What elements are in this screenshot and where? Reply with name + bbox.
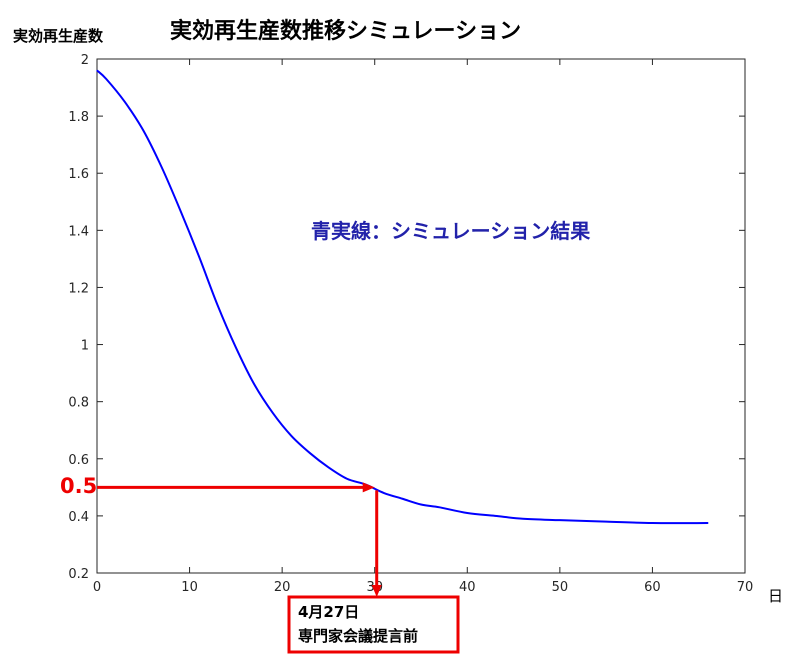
data-point: [309, 452, 311, 454]
x-tick-label: 40: [459, 580, 476, 595]
chart-title: 実効再生産数推移シミュレーション: [170, 18, 521, 44]
data-point: [420, 503, 422, 506]
data-point: [105, 78, 107, 80]
data-point: [522, 518, 524, 520]
y-tick-label: 1.8: [68, 110, 89, 125]
y-tick-label: 1.2: [68, 281, 89, 296]
marker-vertical-arrowhead: [371, 585, 382, 597]
data-point: [438, 506, 441, 508]
y-tick-label: 0.2: [68, 567, 89, 582]
marker-annotation: 0.5: [60, 474, 382, 597]
data-point: [383, 492, 385, 494]
y-tick-label: 0.8: [68, 396, 89, 411]
data-point: [466, 512, 468, 514]
data-point: [401, 498, 404, 500]
data-point: [327, 466, 330, 468]
data-point: [142, 129, 144, 131]
y-axis-label: 実効再生産数: [13, 27, 104, 45]
legend-annotation: 青実線：シミュレーション結果: [311, 219, 590, 243]
data-point: [198, 255, 200, 257]
y-tick-label: 0.4: [68, 510, 89, 525]
axis-ticks: [96, 58, 746, 574]
y-tick-label: 0.6: [68, 453, 89, 468]
data-point: [179, 209, 181, 211]
data-point: [346, 478, 348, 480]
note-caption: 専門家会議提言前: [298, 627, 418, 645]
plot-area: [96, 58, 746, 574]
data-point: [96, 69, 98, 72]
x-axis-label: 日: [768, 587, 783, 605]
x-tick-label: 0: [93, 580, 101, 595]
data-point: [559, 519, 561, 521]
x-tick-label: 20: [274, 580, 291, 595]
data-point: [272, 412, 274, 414]
x-tick-label: 50: [552, 580, 569, 595]
x-tick-label: 10: [181, 580, 198, 595]
data-points: [96, 69, 709, 524]
y-tick-label: 1: [81, 339, 89, 354]
y-tick-label: 1.4: [68, 224, 89, 239]
data-point: [290, 435, 292, 437]
x-tick-label: 70: [737, 580, 754, 595]
y-tick-label: 1.6: [68, 167, 89, 182]
data-point: [161, 166, 163, 169]
y-tick-labels: 0.2 0.4 0.6 0.8 1 1.2 1.4 1.6 1.8 2: [68, 53, 89, 582]
data-point: [651, 522, 654, 524]
x-tick-labels: 010203040506070: [93, 580, 753, 595]
marker-value-label: 0.5: [60, 474, 97, 498]
data-point: [235, 346, 237, 349]
x-tick-label: 60: [644, 580, 661, 595]
y-tick-label: 2: [81, 53, 89, 68]
data-point: [494, 515, 496, 517]
data-point: [605, 521, 607, 523]
note-box: [287, 595, 460, 654]
data-point: [124, 101, 126, 103]
data-point: [253, 383, 255, 386]
data-point: [216, 303, 218, 306]
data-point: [707, 522, 709, 524]
note-date: 4月27日: [298, 603, 359, 621]
marker-horizontal-arrowhead: [362, 482, 375, 493]
